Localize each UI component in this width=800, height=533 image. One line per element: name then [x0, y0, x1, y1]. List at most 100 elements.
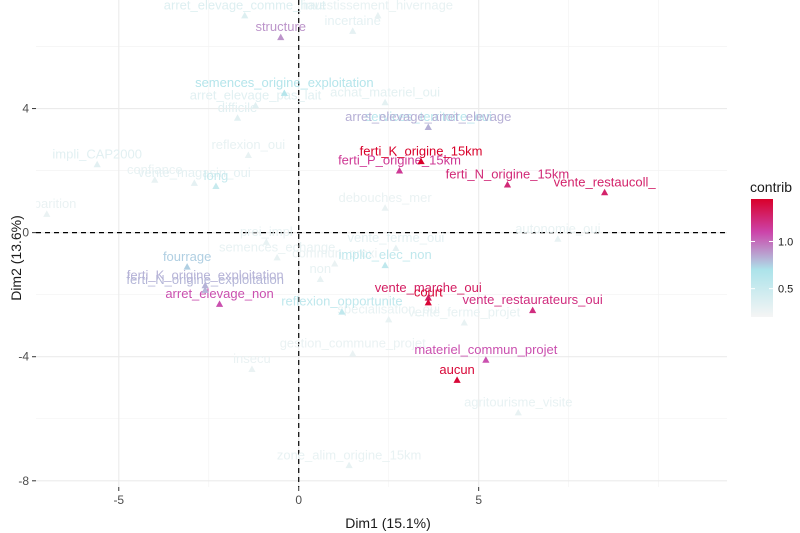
data-point [316, 275, 324, 283]
data-point [381, 98, 389, 106]
data-point [460, 318, 468, 326]
y-tick-label: 4 [22, 102, 29, 116]
point-label: commun_proxi [292, 246, 377, 261]
data-point [273, 253, 281, 261]
point-label: implic_elec_non [338, 247, 431, 262]
data-point [338, 308, 346, 315]
point-label: arret_elevage_arret_elevage [345, 109, 511, 124]
data-point [190, 179, 198, 186]
data-point [183, 263, 191, 270]
data-point [201, 281, 209, 289]
point-label: vente_magasin_oui [138, 165, 251, 180]
points [43, 11, 609, 469]
data-point [453, 376, 461, 383]
point-label: zone_alim_origine_15km [277, 447, 422, 462]
x-tick-label: 5 [475, 493, 482, 507]
point-label: achat_materiel_oui [330, 84, 440, 99]
data-point [331, 260, 339, 267]
point-label: disparition [17, 196, 76, 211]
axes: -5 0 5 -8 -4 0 4 [18, 102, 482, 507]
data-point [529, 306, 537, 314]
point-label: investissement_hivernage [303, 0, 453, 13]
data-point [241, 11, 249, 19]
x-axis-title: Dim1 (15.1%) [345, 515, 431, 531]
point-label: confiance [127, 162, 183, 177]
data-point [554, 235, 562, 242]
data-point [482, 356, 490, 363]
point-label: gestion_commune_projet [280, 336, 426, 351]
legend-title: contrib [750, 179, 792, 195]
point-label: ferti_K_origine_15km [360, 143, 483, 158]
data-point [248, 365, 256, 373]
point-label: agritourisme_visite [464, 395, 572, 410]
data-point [93, 160, 101, 168]
point-label: non [309, 261, 331, 276]
point-label: materiel_commun_projet [414, 342, 557, 357]
data-point [277, 33, 285, 41]
data-point [244, 151, 252, 158]
data-point [503, 180, 512, 188]
data-point [395, 167, 404, 174]
data-point [514, 408, 522, 416]
point-label: aucun [439, 362, 474, 377]
data-point [262, 238, 270, 245]
point-label: ferti_P_origine_15km [338, 153, 461, 168]
data-point [374, 11, 382, 19]
x-tick-label: -5 [113, 493, 124, 507]
point-label: specialisation_oui [337, 301, 440, 316]
data-point [212, 182, 220, 189]
point-label: structure [255, 19, 306, 34]
y-tick-label: -4 [18, 350, 29, 364]
point-label: services_territoire_oui [365, 109, 492, 124]
point-label: vente_restaucoll_ [554, 174, 657, 189]
data-point [424, 298, 432, 306]
data-point [201, 286, 209, 293]
x-tick-label: 0 [295, 493, 302, 507]
data-point [349, 27, 357, 34]
legend-tick-label: 0.5 [778, 284, 793, 296]
data-point [349, 350, 357, 357]
data-point [345, 461, 353, 469]
point-label: ferti_N_origine_15km [446, 167, 570, 182]
y-tick-label: -8 [18, 474, 29, 488]
data-point [280, 89, 288, 96]
point-label: autonomie_oui [515, 221, 600, 236]
point-label: vente_ferme_oui [347, 230, 444, 245]
point-labels: disparition insecu gestion_commune_projet c… [17, 0, 657, 462]
point-label: semences_origine_exploitation [195, 75, 374, 90]
data-point [424, 294, 432, 301]
point-label: debouches_mer [338, 190, 432, 205]
reference-lines [36, 0, 727, 487]
point-label: incertaine [325, 13, 381, 28]
data-point [601, 188, 609, 196]
point-label: vente_marche_oui [375, 280, 482, 295]
legend-tick-label: 1.0 [778, 236, 793, 248]
point-label: reflexion_oui [211, 137, 285, 152]
data-point [417, 157, 425, 165]
point-label: vente_ferme_projet [408, 305, 520, 320]
point-label: court [414, 284, 443, 299]
point-label: fourrage [163, 249, 211, 264]
point-label: impli_CAP2000 [52, 146, 142, 161]
legend: contrib 0.5 1.0 [750, 179, 793, 317]
point-label: insecu [233, 351, 271, 366]
point-label: arret_elevage_non [165, 286, 273, 301]
data-point [392, 244, 400, 252]
point-label: long [204, 168, 229, 183]
data-point [151, 176, 159, 183]
data-point [251, 101, 260, 109]
y-axis-title: Dim2 (13.6%) [8, 215, 24, 301]
data-point [381, 204, 389, 211]
data-point [381, 261, 389, 269]
point-label: difficile [218, 100, 258, 115]
point-label: vente_restaurateurs_oui [463, 292, 603, 307]
data-point [215, 300, 224, 307]
data-point [233, 114, 242, 121]
data-point [43, 210, 51, 217]
legend-colorbar [751, 199, 773, 317]
point-label: arret_elevage_pas_lait [190, 87, 322, 102]
point-label: ferti_K_origine_exploitation [127, 267, 284, 282]
data-point [424, 123, 432, 131]
point-label: semences_echange [219, 239, 335, 254]
